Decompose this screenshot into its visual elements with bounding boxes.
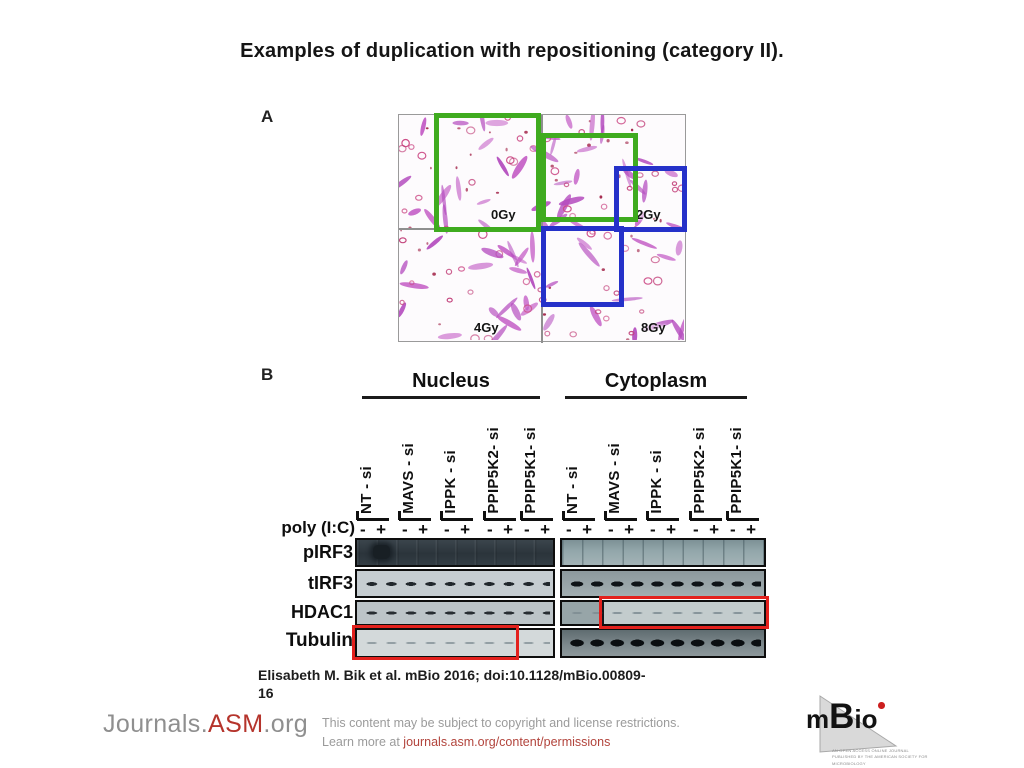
blot-hdac1-cytoplasm [560,600,766,626]
blot-tirf3-nucleus [355,569,555,598]
panel-b-label: B [261,365,274,384]
lane-cytoplasm-mavs-si: MAVS - si - + [604,390,637,540]
lane-label: PPIP5K1- si [522,427,539,514]
duplicate-region-green-1 [434,113,541,232]
polyic-ticks: - + [604,511,637,540]
mbio-triangle-icon [819,695,898,753]
disclaimer-line-1: This content may be subject to copyright… [322,716,680,730]
lane-nucleus-mavs-si: MAVS - si - + [398,390,431,540]
lane-cytoplasm-ppip5k1-si: PPIP5K1- si - + [726,390,759,540]
lane-label: IPPK - si [648,450,665,514]
polyic-ticks: - + [356,511,389,540]
blot-band [373,545,390,559]
blot-pirf3-nucleus [355,538,555,567]
lane-label: IPPK - si [442,450,459,514]
blot-bands [565,577,761,590]
duplicate-highlight-hdac1-cytoplasm [599,596,769,629]
row-label-tubulin: Tubulin [285,630,353,651]
polyic-ticks: - + [689,511,722,540]
disclaimer-line-2: Learn more at journals.asm.org/content/p… [322,733,680,752]
blot-bands [360,577,550,590]
lane-label: NT - si [358,466,375,514]
lane-label: PPIP5K2- si [691,427,708,514]
brand-asm: ASM [208,710,264,738]
mbio-caption: AN OPEN ACCESS ONLINE JOURNAL PUBLISHED … [832,748,928,766]
duplicate-highlight-tubulin-nucleus [352,625,519,660]
polyic-ticks: - + [520,511,553,540]
dose-label-8gy: 8Gy [641,320,666,335]
row-label-pirf3: pIRF3 [302,542,353,562]
citation-line-2: 16 [258,685,274,702]
copyright-disclaimer: This content may be subject to copyright… [322,714,680,752]
citation-line-1: Elisabeth M. Bik et al. mBio 2016; doi:1… [258,667,646,683]
lane-cytoplasm-nt-si: NT - si - + [562,390,595,540]
polyic-ticks: - + [646,511,679,540]
lane-label: MAVS - si [606,443,623,514]
dose-label-0gy: 0Gy [491,207,516,222]
mbio-logo-dot-icon [878,702,885,709]
polyic-ticks: - + [440,511,473,540]
lane-nucleus-ppip5k2-si: PPIP5K2- si - + [483,390,516,540]
lane-label: PPIP5K1- si [728,427,745,514]
mbio-logo: mBio AN OPEN ACCESS ONLINE JOURNAL PUBLI… [798,688,938,766]
lane-nucleus-ppip5k1-si: PPIP5K1- si - + [520,390,553,540]
group-header-nucleus: Nucleus [412,370,490,392]
row-label-hdac1: HDAC1 [290,602,353,622]
micrograph-panel: 0Gy 2Gy 4Gy 8Gy [398,113,687,343]
lane-cytoplasm-ppip5k2-si: PPIP5K2- si - + [689,390,722,540]
blot-bands [565,607,761,619]
journals-asm-logo: Journals.ASM.org [103,710,308,739]
duplicate-region-green-2 [541,133,638,222]
dose-label-4gy: 4Gy [474,320,499,335]
permissions-link[interactable]: journals.asm.org/content/permissions [403,734,611,749]
brand-journals: Journals. [103,710,209,738]
lane-nucleus-ippk-si: IPPK - si - + [440,390,473,540]
polyic-ticks: - + [483,511,516,540]
lane-cytoplasm-ippk-si: IPPK - si - + [646,390,679,540]
learn-more-text: Learn more at [322,734,404,749]
row-label-tirf3: tIRF3 [308,573,353,593]
blot-pirf3-cytoplasm [560,538,766,567]
nucleus-underline [362,396,540,399]
lane-label: PPIP5K2- si [485,427,502,514]
blot-tubulin-nucleus [355,628,555,658]
polyic-ticks: - + [398,511,431,540]
polyic-ticks: - + [562,511,595,540]
blot-hdac1-nucleus [355,600,555,626]
brand-org: .org [263,710,309,738]
group-header-cytoplasm: Cytoplasm [604,370,708,392]
panel-a-label: A [261,107,274,126]
dose-label-2gy: 2Gy [636,207,661,222]
blot-bands [565,637,761,649]
cytoplasm-underline [565,396,747,399]
blot-tirf3-cytoplasm [560,569,766,598]
lane-label: NT - si [564,466,581,514]
lane-nucleus-nt-si: NT - si - + [356,390,389,540]
duplicate-region-blue-1 [614,166,687,232]
citation: Elisabeth M. Bik et al. mBio 2016; doi:1… [258,666,718,702]
figure-title: Examples of duplication with repositioni… [240,40,784,62]
duplicate-region-blue-2 [541,226,624,307]
mbio-logo-text: mBio [806,697,878,736]
polyic-row-label: poly (I:C) [281,518,355,537]
blot-bands [360,637,550,649]
blot-bands [360,607,550,619]
polyic-ticks: - + [726,511,759,540]
blot-tubulin-cytoplasm [560,628,766,658]
lane-label: MAVS - si [400,443,417,514]
